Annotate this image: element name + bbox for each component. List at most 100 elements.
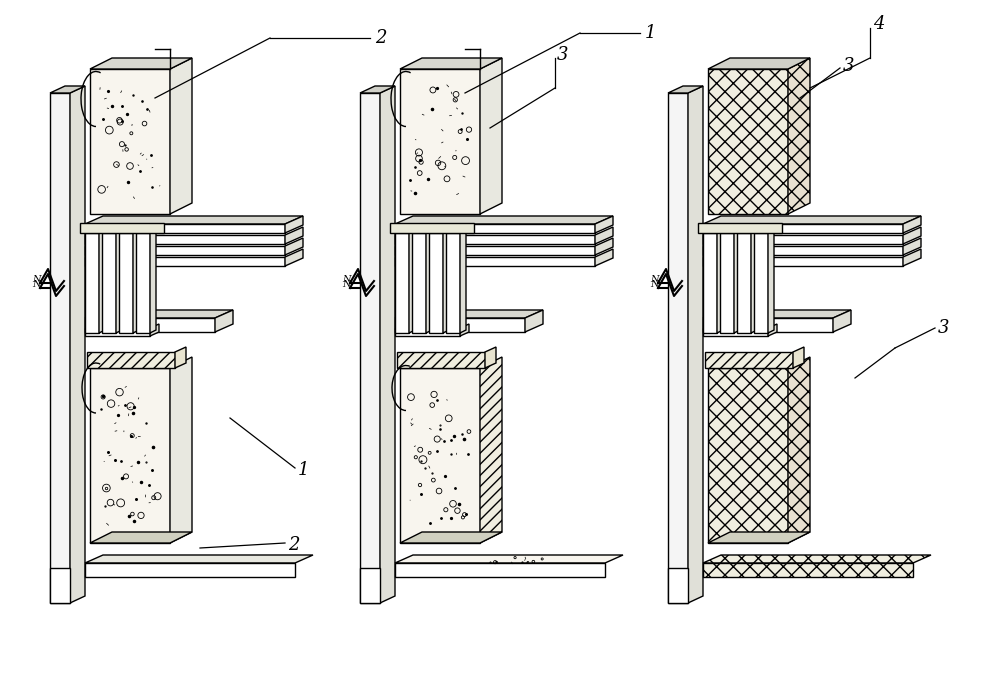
Polygon shape bbox=[400, 69, 480, 214]
Polygon shape bbox=[85, 233, 99, 333]
Polygon shape bbox=[80, 223, 164, 233]
Polygon shape bbox=[215, 310, 233, 332]
Polygon shape bbox=[793, 347, 804, 368]
Polygon shape bbox=[119, 233, 133, 333]
Polygon shape bbox=[903, 238, 921, 255]
Polygon shape bbox=[170, 58, 192, 214]
Text: N: N bbox=[650, 280, 659, 289]
Polygon shape bbox=[446, 233, 460, 333]
Polygon shape bbox=[734, 230, 740, 333]
Polygon shape bbox=[688, 86, 703, 603]
Polygon shape bbox=[703, 216, 921, 224]
Polygon shape bbox=[703, 328, 768, 336]
Polygon shape bbox=[412, 233, 426, 333]
Polygon shape bbox=[754, 233, 768, 333]
Polygon shape bbox=[698, 223, 782, 233]
Polygon shape bbox=[708, 58, 810, 69]
Polygon shape bbox=[395, 310, 543, 318]
Polygon shape bbox=[285, 227, 303, 244]
Polygon shape bbox=[485, 347, 496, 368]
Polygon shape bbox=[360, 568, 380, 603]
Polygon shape bbox=[703, 233, 717, 333]
Polygon shape bbox=[90, 69, 170, 214]
Polygon shape bbox=[426, 230, 432, 333]
Polygon shape bbox=[400, 58, 502, 69]
Text: 3: 3 bbox=[557, 46, 568, 64]
Polygon shape bbox=[395, 555, 623, 563]
Polygon shape bbox=[285, 249, 303, 266]
Polygon shape bbox=[70, 86, 85, 603]
Polygon shape bbox=[85, 235, 285, 244]
Polygon shape bbox=[85, 328, 150, 336]
Polygon shape bbox=[380, 86, 395, 603]
Polygon shape bbox=[50, 93, 70, 603]
Text: 2: 2 bbox=[375, 29, 386, 47]
Polygon shape bbox=[595, 227, 613, 244]
Polygon shape bbox=[175, 347, 186, 368]
Polygon shape bbox=[395, 318, 525, 332]
Polygon shape bbox=[703, 257, 903, 266]
Polygon shape bbox=[400, 368, 480, 543]
Text: N: N bbox=[342, 280, 351, 289]
Polygon shape bbox=[429, 233, 443, 333]
Polygon shape bbox=[87, 352, 175, 368]
Polygon shape bbox=[395, 224, 595, 233]
Polygon shape bbox=[720, 233, 734, 333]
Polygon shape bbox=[85, 318, 215, 332]
Polygon shape bbox=[595, 216, 613, 233]
Polygon shape bbox=[768, 230, 774, 333]
Polygon shape bbox=[903, 227, 921, 244]
Polygon shape bbox=[833, 310, 851, 332]
Text: 4: 4 bbox=[873, 15, 885, 33]
Polygon shape bbox=[703, 224, 903, 233]
Polygon shape bbox=[409, 230, 415, 333]
Polygon shape bbox=[525, 310, 543, 332]
Polygon shape bbox=[443, 230, 449, 333]
Polygon shape bbox=[99, 230, 105, 333]
Polygon shape bbox=[90, 532, 192, 543]
Polygon shape bbox=[595, 249, 613, 266]
Polygon shape bbox=[400, 532, 502, 543]
Polygon shape bbox=[360, 93, 380, 603]
Polygon shape bbox=[395, 246, 595, 255]
Polygon shape bbox=[705, 352, 793, 368]
Polygon shape bbox=[480, 58, 502, 214]
Polygon shape bbox=[480, 357, 502, 543]
Polygon shape bbox=[116, 230, 122, 333]
Polygon shape bbox=[90, 368, 170, 543]
Polygon shape bbox=[395, 235, 595, 244]
Polygon shape bbox=[903, 216, 921, 233]
Polygon shape bbox=[85, 555, 313, 563]
Polygon shape bbox=[708, 532, 810, 543]
Text: 2: 2 bbox=[288, 536, 299, 554]
Text: N: N bbox=[342, 275, 351, 284]
Polygon shape bbox=[703, 318, 833, 332]
Polygon shape bbox=[460, 324, 469, 336]
Polygon shape bbox=[397, 352, 485, 368]
Polygon shape bbox=[85, 310, 233, 318]
Polygon shape bbox=[737, 233, 751, 333]
Polygon shape bbox=[85, 216, 303, 224]
Polygon shape bbox=[85, 224, 285, 233]
Text: 3: 3 bbox=[843, 57, 855, 75]
Polygon shape bbox=[768, 324, 777, 336]
Text: N: N bbox=[32, 280, 40, 289]
Polygon shape bbox=[595, 238, 613, 255]
Polygon shape bbox=[85, 563, 295, 577]
Polygon shape bbox=[703, 235, 903, 244]
Polygon shape bbox=[395, 257, 595, 266]
Polygon shape bbox=[668, 93, 688, 603]
Text: 3: 3 bbox=[938, 319, 950, 337]
Polygon shape bbox=[751, 230, 757, 333]
Polygon shape bbox=[703, 246, 903, 255]
Polygon shape bbox=[717, 230, 723, 333]
Polygon shape bbox=[708, 368, 788, 543]
Polygon shape bbox=[50, 568, 70, 603]
Polygon shape bbox=[703, 555, 931, 563]
Polygon shape bbox=[395, 233, 409, 333]
Polygon shape bbox=[285, 216, 303, 233]
Polygon shape bbox=[708, 69, 788, 214]
Polygon shape bbox=[285, 238, 303, 255]
Polygon shape bbox=[85, 246, 285, 255]
Polygon shape bbox=[170, 357, 192, 543]
